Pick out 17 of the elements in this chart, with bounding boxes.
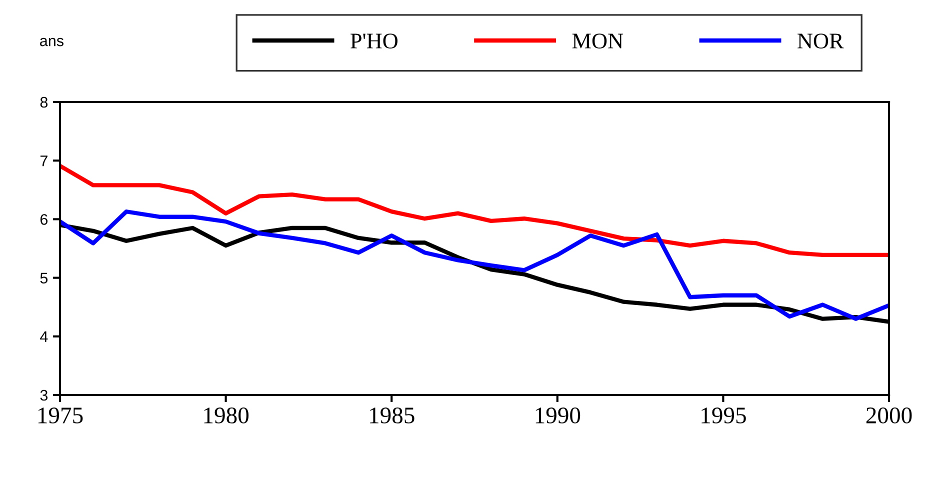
y-tick-label: 6 xyxy=(40,214,48,225)
x-tick-label: 1985 xyxy=(370,407,414,424)
x-tick-label: 1995 xyxy=(702,408,746,424)
y-axis-title: ans xyxy=(40,38,64,46)
x-tick-label: 1980 xyxy=(204,407,249,424)
y-tick-label: 3 xyxy=(40,390,48,401)
y-tick-label: 8 xyxy=(40,96,48,108)
x-tick-label: 1990 xyxy=(536,407,580,424)
line-series xyxy=(60,164,889,258)
x-tick-label: 1975 xyxy=(38,408,83,424)
legend-label: P'HO xyxy=(350,34,398,49)
y-tick-label: 5 xyxy=(40,272,48,284)
legend-label: NOR xyxy=(798,34,844,49)
legend-label: MON xyxy=(572,34,624,49)
x-tick-label: 2000 xyxy=(866,407,912,424)
y-tick-label: 4 xyxy=(40,331,48,342)
y-tick-label: 7 xyxy=(40,156,48,166)
